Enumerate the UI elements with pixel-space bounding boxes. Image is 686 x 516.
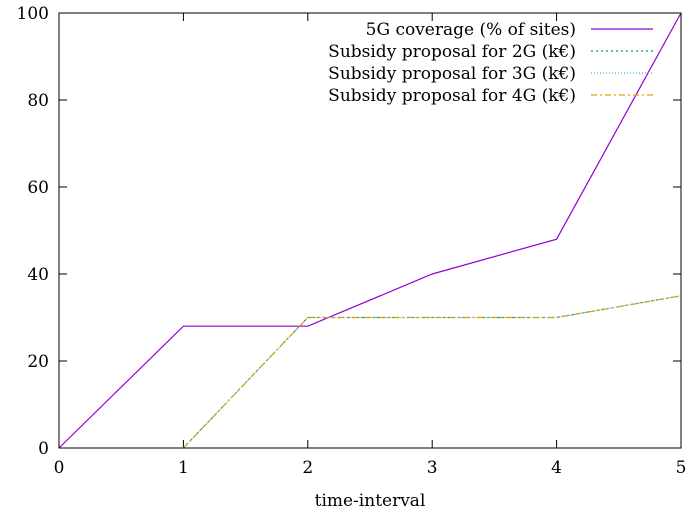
x-tick-label: 1 <box>178 458 189 478</box>
x-axis-label: time-interval <box>315 491 426 511</box>
x-tick-label: 2 <box>302 458 313 478</box>
series-line-3 <box>182 295 682 449</box>
x-tick-label: 3 <box>427 458 438 478</box>
plot-frame <box>58 12 682 449</box>
x-tick-label: 0 <box>54 458 65 478</box>
legend: 5G coverage (% of sites)Subsidy proposal… <box>328 20 653 106</box>
y-tick-label: 60 <box>27 178 49 198</box>
legend-label: Subsidy proposal for 4G (k€) <box>328 86 576 106</box>
y-tick-label: 80 <box>27 91 49 111</box>
x-tick-label: 4 <box>551 458 562 478</box>
y-tick-label: 20 <box>27 352 49 372</box>
series-layer <box>58 12 682 449</box>
legend-label: Subsidy proposal for 2G (k€) <box>328 42 576 62</box>
y-tick-label: 100 <box>17 4 49 24</box>
legend-label: Subsidy proposal for 3G (k€) <box>328 64 576 84</box>
series-line-4 <box>182 295 682 449</box>
series-line-1 <box>58 12 682 449</box>
legend-label: 5G coverage (% of sites) <box>366 20 576 40</box>
y-tick-label: 0 <box>38 439 49 459</box>
x-tick-label: 5 <box>676 458 686 478</box>
y-tick-label: 40 <box>27 265 49 285</box>
series-line-2 <box>182 295 682 449</box>
